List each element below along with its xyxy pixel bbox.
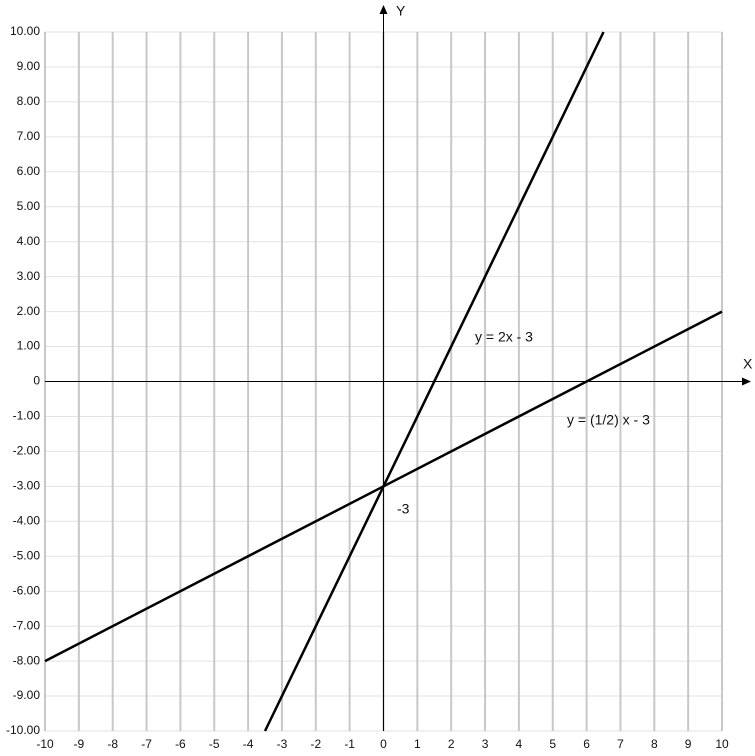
y-tick-label: -2.00 <box>13 444 41 458</box>
x-tick-label: 1 <box>414 737 421 751</box>
y-tick-label: 4.00 <box>17 234 41 248</box>
y-tick-label: 8.00 <box>17 94 41 108</box>
series-line <box>263 31 605 732</box>
x-tick-label: -7 <box>141 737 152 751</box>
y-tick-label: -5.00 <box>13 548 41 562</box>
y-tick-label: 1.00 <box>17 339 41 353</box>
series-line <box>44 310 723 663</box>
y-tick-label: 5.00 <box>17 199 41 213</box>
x-tick-label: 0 <box>380 737 387 751</box>
x-tick-label: -9 <box>74 737 85 751</box>
x-tick-label: 9 <box>685 737 692 751</box>
y-axis-label: Y <box>396 3 406 19</box>
y-tick-label: -4.00 <box>13 513 41 527</box>
x-tick-label: 5 <box>549 737 556 751</box>
x-tick-label: 10 <box>715 737 729 751</box>
y-tick-label: 7.00 <box>17 129 41 143</box>
x-tick-label: -4 <box>243 737 254 751</box>
series-label: y = 2x - 3 <box>475 329 533 345</box>
x-tick-label: 3 <box>482 737 489 751</box>
x-tick-label: 4 <box>516 737 523 751</box>
y-tick-label: -7.00 <box>13 618 41 632</box>
x-tick-label: 6 <box>583 737 590 751</box>
x-tick-label: -6 <box>175 737 186 751</box>
y-tick-label: -3.00 <box>13 479 41 493</box>
y-tick-label: 0 <box>33 374 40 388</box>
x-tick-label: -5 <box>209 737 220 751</box>
y-tick-label: 6.00 <box>17 164 41 178</box>
x-tick-label: -8 <box>107 737 118 751</box>
y-tick-label: -10.00 <box>6 723 40 737</box>
x-tick-label: -1 <box>344 737 355 751</box>
x-axis-label: X <box>743 356 753 372</box>
y-tick-label: -8.00 <box>13 653 41 667</box>
x-tick-label: 8 <box>651 737 658 751</box>
series-label: y = (1/2) x - 3 <box>567 412 650 428</box>
x-tick-label: -2 <box>310 737 321 751</box>
y-tick-label: -9.00 <box>13 688 41 702</box>
y-tick-label: 3.00 <box>17 269 41 283</box>
y-tick-label: -6.00 <box>13 583 41 597</box>
y-tick-label: 10.00 <box>10 24 40 38</box>
x-tick-label: 2 <box>448 737 455 751</box>
y-tick-label: 2.00 <box>17 304 41 318</box>
x-tick-label: 7 <box>617 737 624 751</box>
y-tick-label: 9.00 <box>17 59 41 73</box>
x-tick-label: -3 <box>277 737 288 751</box>
x-tick-label: -10 <box>36 737 54 751</box>
y-tick-label: -1.00 <box>13 409 41 423</box>
annotation: -3 <box>397 501 410 517</box>
